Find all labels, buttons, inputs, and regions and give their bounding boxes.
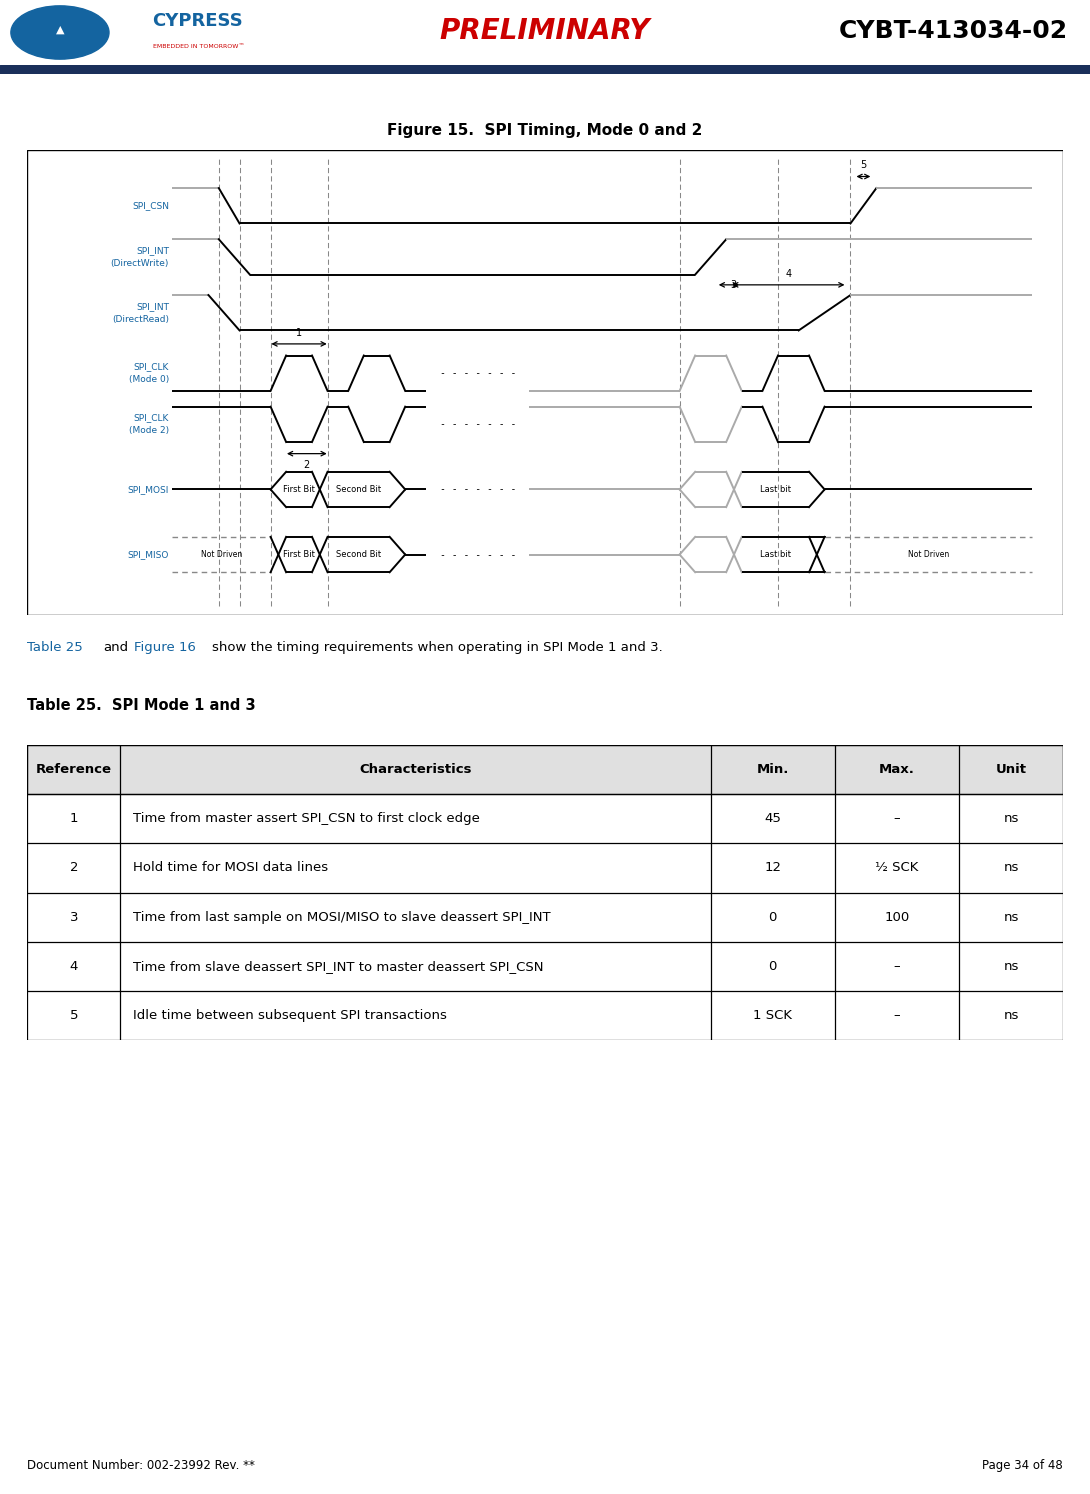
Text: ns: ns	[1003, 1008, 1019, 1022]
Text: (DirectRead): (DirectRead)	[112, 315, 169, 324]
Text: 100: 100	[884, 910, 910, 923]
Text: ns: ns	[1003, 813, 1019, 825]
Text: (DirectWrite): (DirectWrite)	[111, 258, 169, 267]
Text: 3: 3	[70, 910, 78, 923]
Text: SPI_INT: SPI_INT	[136, 247, 169, 255]
Text: Time from last sample on MOSI/MISO to slave deassert SPI_INT: Time from last sample on MOSI/MISO to sl…	[133, 910, 550, 923]
Ellipse shape	[11, 6, 109, 60]
Text: ns: ns	[1003, 862, 1019, 874]
Text: - - - - - - -: - - - - - - -	[439, 368, 516, 378]
Text: Second Bit: Second Bit	[336, 550, 381, 559]
Text: SPI_CLK: SPI_CLK	[134, 414, 169, 423]
Text: SPI_CSN: SPI_CSN	[132, 202, 169, 211]
Text: (Mode 2): (Mode 2)	[129, 426, 169, 435]
Text: 2: 2	[70, 862, 78, 874]
Text: Table 25.  SPI Mode 1 and 3: Table 25. SPI Mode 1 and 3	[27, 698, 256, 713]
Text: 1: 1	[70, 813, 78, 825]
Text: 5: 5	[860, 160, 867, 170]
Text: First Bit: First Bit	[283, 486, 315, 495]
Text: 0: 0	[768, 959, 777, 973]
Text: 0: 0	[768, 910, 777, 923]
Text: Hold time for MOSI data lines: Hold time for MOSI data lines	[133, 862, 328, 874]
Text: Min.: Min.	[756, 763, 789, 775]
Text: Last bit: Last bit	[760, 550, 791, 559]
Text: - - - - - - -: - - - - - - -	[439, 484, 516, 495]
Text: 5: 5	[70, 1008, 78, 1022]
Text: Time from slave deassert SPI_INT to master deassert SPI_CSN: Time from slave deassert SPI_INT to mast…	[133, 959, 544, 973]
Text: CYBT-413034-02: CYBT-413034-02	[839, 19, 1068, 43]
Text: Second Bit: Second Bit	[336, 486, 381, 495]
Text: and: and	[102, 641, 128, 654]
Text: (Mode 0): (Mode 0)	[129, 375, 169, 384]
Text: SPI_MOSI: SPI_MOSI	[128, 486, 169, 495]
Text: Last bit: Last bit	[760, 486, 791, 495]
Text: Table 25: Table 25	[27, 641, 83, 654]
Text: Characteristics: Characteristics	[360, 763, 472, 775]
Text: EMBEDDED IN TOMORROW™: EMBEDDED IN TOMORROW™	[153, 45, 244, 49]
Text: PRELIMINARY: PRELIMINARY	[439, 18, 651, 45]
Text: Document Number: 002-23992 Rev. **: Document Number: 002-23992 Rev. **	[27, 1460, 255, 1472]
Text: Page 34 of 48: Page 34 of 48	[982, 1460, 1063, 1472]
Text: ▲: ▲	[56, 24, 64, 34]
Text: SPI_CLK: SPI_CLK	[134, 362, 169, 371]
Text: - - - - - - -: - - - - - - -	[439, 550, 516, 560]
Text: Unit: Unit	[995, 763, 1027, 775]
Text: 4: 4	[70, 959, 78, 973]
Text: 1: 1	[296, 327, 302, 338]
Text: Not Driven: Not Driven	[908, 550, 948, 559]
Text: –: –	[894, 1008, 900, 1022]
Text: Max.: Max.	[880, 763, 915, 775]
Text: 4: 4	[785, 269, 791, 279]
Text: Not Driven: Not Driven	[201, 550, 242, 559]
Text: SPI_INT: SPI_INT	[136, 302, 169, 311]
Text: –: –	[894, 959, 900, 973]
Text: Reference: Reference	[36, 763, 112, 775]
Text: ns: ns	[1003, 959, 1019, 973]
Text: Idle time between subsequent SPI transactions: Idle time between subsequent SPI transac…	[133, 1008, 447, 1022]
Text: Time from master assert SPI_CSN to first clock edge: Time from master assert SPI_CSN to first…	[133, 813, 480, 825]
Text: 2: 2	[304, 460, 310, 469]
Text: SPI_MISO: SPI_MISO	[128, 550, 169, 559]
Bar	[27, 746, 1063, 795]
Text: 3: 3	[730, 279, 737, 290]
Text: ½ SCK: ½ SCK	[875, 862, 919, 874]
Text: ns: ns	[1003, 910, 1019, 923]
Text: 1 SCK: 1 SCK	[753, 1008, 792, 1022]
Text: 45: 45	[764, 813, 782, 825]
Text: CYPRESS: CYPRESS	[153, 12, 243, 30]
Text: Figure 15.  SPI Timing, Mode 0 and 2: Figure 15. SPI Timing, Mode 0 and 2	[387, 123, 703, 137]
Text: 12: 12	[764, 862, 782, 874]
Text: –: –	[894, 813, 900, 825]
Text: First Bit: First Bit	[283, 550, 315, 559]
Text: - - - - - - -: - - - - - - -	[439, 420, 516, 429]
Text: Figure 16: Figure 16	[134, 641, 196, 654]
Text: show the timing requirements when operating in SPI Mode 1 and 3.: show the timing requirements when operat…	[211, 641, 663, 654]
